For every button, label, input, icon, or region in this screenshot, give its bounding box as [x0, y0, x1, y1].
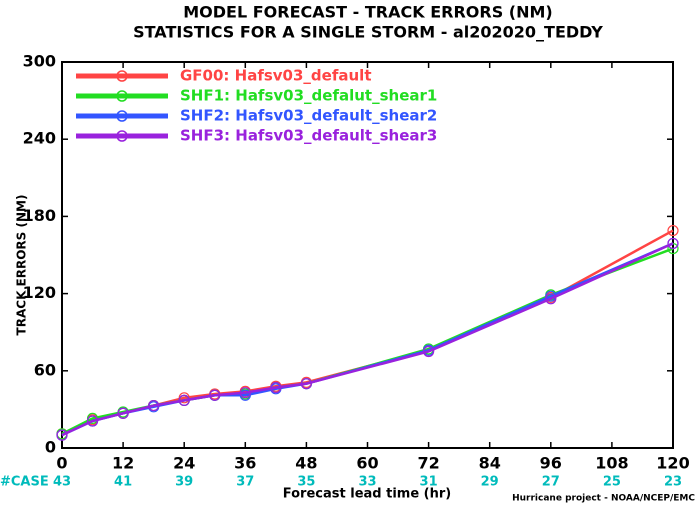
y-tick-label: 240	[23, 129, 56, 148]
legend-label: SHF2: Hafsv03_default_shear2	[180, 107, 437, 125]
x-tick-label: 12	[112, 454, 134, 473]
series-marker	[300, 378, 312, 390]
y-tick-label: 180	[23, 206, 56, 225]
plot-frame	[61, 61, 674, 449]
series-marker	[239, 389, 251, 401]
x-tick-label: 108	[595, 454, 628, 473]
series-marker	[239, 387, 251, 399]
case-count: 29	[481, 475, 499, 490]
y-axis-label: TRACK ERRORS (NM)	[15, 195, 29, 336]
case-count: 43	[53, 475, 71, 490]
case-count: 41	[114, 475, 132, 490]
y-tick-label: 120	[23, 283, 56, 302]
x-tick-label: 60	[356, 454, 378, 473]
footer: Hurricane project - NOAA/NCEP/EMC	[512, 494, 695, 504]
series-marker	[117, 407, 129, 419]
legend-marker	[116, 70, 128, 82]
case-count: 33	[358, 475, 376, 490]
legend-label: SHF3: Hafsv03_default_shear3	[180, 127, 437, 145]
series-marker	[209, 389, 221, 401]
series-marker	[545, 293, 557, 305]
case-label: #CASE	[0, 475, 49, 490]
case-count: 39	[175, 475, 193, 490]
series-marker	[667, 237, 679, 250]
x-tick-label: 24	[173, 454, 195, 473]
series-line	[61, 242, 674, 437]
series-marker	[270, 381, 282, 394]
series-marker	[667, 224, 679, 237]
legend-marker	[116, 130, 128, 142]
series-line	[61, 229, 674, 435]
chart-title: MODEL FORECAST - TRACK ERRORS (NM)	[183, 3, 552, 22]
chart-subtitle: STATISTICS FOR A SINGLE STORM - al202020…	[133, 23, 603, 42]
case-count: 23	[664, 475, 682, 490]
x-tick-label: 48	[295, 454, 317, 473]
series-marker	[178, 394, 190, 406]
series-marker	[56, 429, 68, 441]
y-tick-label: 300	[23, 52, 56, 71]
x-tick-label: 36	[234, 454, 256, 473]
legend-marker	[116, 90, 128, 102]
case-count: 27	[542, 475, 560, 490]
legend-marker	[116, 110, 128, 122]
x-tick-label: 120	[656, 454, 689, 473]
x-tick-label: 0	[56, 454, 67, 473]
case-count: 35	[297, 475, 315, 490]
x-tick-label: 84	[479, 454, 501, 473]
series-marker	[86, 412, 99, 425]
case-count: 31	[420, 475, 438, 490]
series-marker	[86, 415, 99, 427]
legend-label: GF00: Hafsv03_default	[180, 67, 371, 85]
y-tick-label: 0	[45, 438, 56, 457]
x-axis-label: Forecast lead time (hr)	[283, 487, 451, 502]
x-tick-label: 96	[540, 454, 562, 473]
series-marker	[148, 399, 160, 412]
case-count: 37	[236, 475, 254, 490]
y-tick-label: 60	[34, 360, 56, 379]
legend-label: SHF1: Hafsv03_defalut_shear1	[180, 87, 437, 105]
series-marker	[423, 345, 435, 358]
x-tick-label: 72	[417, 454, 439, 473]
case-count: 25	[603, 475, 621, 490]
series-marker	[178, 392, 190, 404]
